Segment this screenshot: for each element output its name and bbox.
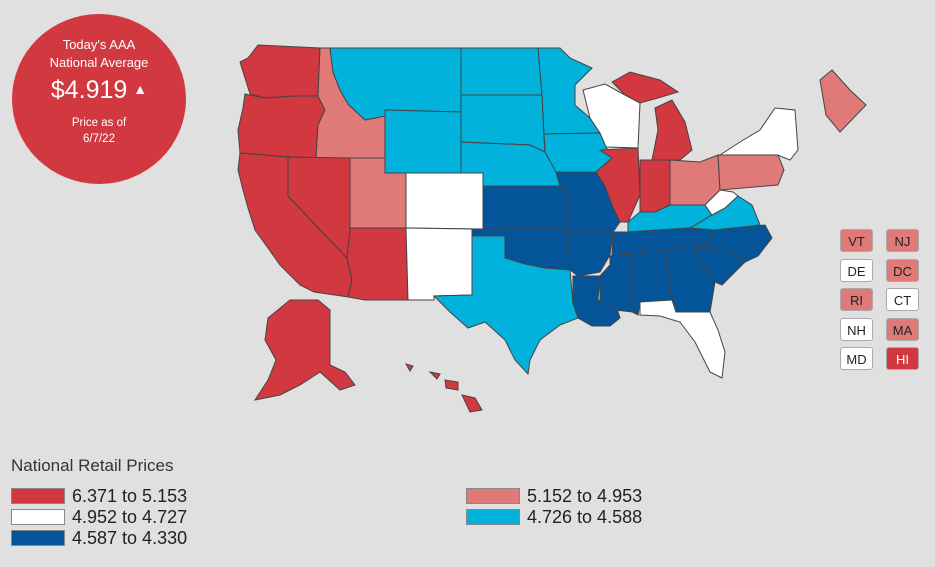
state-nd[interactable] [460,47,543,96]
state-fl[interactable] [639,299,726,379]
state-ks[interactable] [482,185,569,230]
state-ny[interactable] [718,107,799,161]
legend-range: 5.152 to 4.953 [527,486,643,506]
small-state-md[interactable]: MD [840,347,873,370]
legend-range: 4.952 to 4.727 [72,507,188,527]
state-tx[interactable] [432,235,579,376]
trend-up-icon: ▲ [133,81,148,97]
state-wa[interactable] [239,44,321,99]
legend-range: 4.587 to 4.330 [72,528,188,548]
state-or[interactable] [237,93,326,159]
state-la[interactable] [572,275,621,327]
state-hi-kauai[interactable] [404,363,414,372]
small-state-vt[interactable]: VT [840,229,873,252]
legend-swatch [466,488,520,504]
small-state-ri[interactable]: RI [840,288,873,311]
small-state-de[interactable]: DE [840,258,873,282]
badge-line2: National Average [49,55,149,70]
state-ak[interactable] [253,299,356,401]
small-state-hi[interactable]: HI [886,347,919,370]
legend-swatch [11,488,65,504]
legend-swatch [11,509,65,525]
state-nm[interactable] [405,227,473,301]
small-state-ma[interactable]: MA [886,317,919,341]
legend-title: National Retail Prices [11,456,174,475]
state-pa[interactable] [717,154,785,191]
badge-date: Price as of 6/7/22 [12,115,186,147]
state-hi-maui[interactable] [444,379,459,391]
small-state-dc[interactable]: DC [886,258,919,282]
state-hi[interactable] [461,394,483,413]
small-state-ct[interactable]: CT [886,288,919,311]
state-mn[interactable] [537,47,601,135]
badge-heading: Today's AAA National Average [12,36,186,72]
small-state-nj[interactable]: NJ [886,229,919,252]
badge-price: $4.919 ▲ [12,76,186,105]
state-az[interactable] [346,227,409,301]
price-value: $4.919 [50,76,128,104]
legend-range: 6.371 to 5.153 [72,486,188,506]
state-me[interactable] [819,69,867,133]
us-price-map [237,44,867,413]
state-co[interactable] [405,172,484,230]
legend-swatch [466,509,520,525]
state-in[interactable] [639,159,671,213]
legend-range: 4.726 to 4.588 [527,507,643,527]
state-wy[interactable] [384,109,462,174]
national-average-badge: Today's AAA National Average $4.919 ▲ Pri… [12,14,186,184]
state-ia[interactable] [543,132,613,173]
state-mi-upper[interactable] [611,71,680,104]
small-state-nh[interactable]: NH [840,317,873,341]
badge-asof-date: 6/7/22 [83,133,115,145]
legend-swatch [11,530,65,546]
badge-line1: Today's AAA [62,37,136,52]
state-hi-oahu[interactable] [428,371,441,380]
state-il[interactable] [595,147,641,223]
state-mi[interactable] [651,99,693,161]
badge-asof-label: Price as of [71,117,127,129]
